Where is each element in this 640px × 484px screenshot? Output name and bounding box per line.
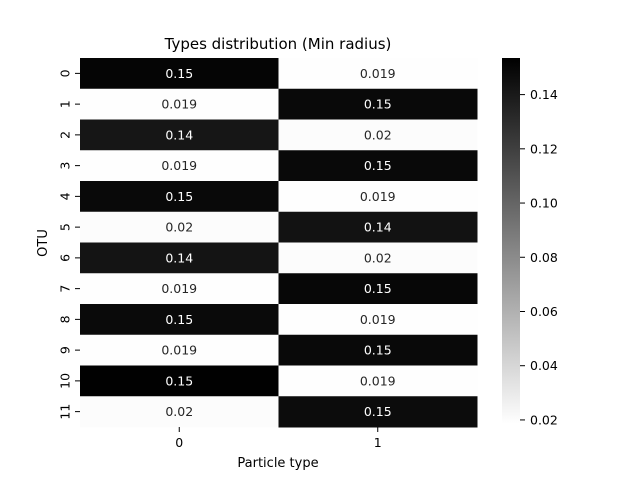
cell-annotation: 0.019 [360,373,396,388]
y-tick-label: 0 [57,69,72,77]
heatmap-cell [80,150,279,182]
cell-annotation: 0.02 [165,220,193,235]
y-axis-label: OTU [36,229,51,257]
y-tick-label: 7 [57,285,72,293]
colorbar-gradient [502,58,520,424]
colorbar-tick-label: 0.08 [530,250,558,265]
cell-annotation: 0.15 [364,281,392,296]
cell-annotation: 0.15 [364,97,392,112]
heatmap-cell [278,119,478,151]
heatmap-cell [278,211,478,243]
heatmap-cell [80,273,279,305]
colorbar-tick-label: 0.06 [530,304,558,319]
colorbar-tick-label: 0.12 [530,141,558,156]
cell-annotation: 0.15 [364,158,392,173]
cell-annotation: 0.02 [364,127,392,142]
cell-annotation: 0.15 [364,343,392,358]
colorbar-tick-label: 0.02 [530,412,558,427]
heatmap-cell [278,88,478,120]
x-tick-label: 1 [374,435,382,450]
heatmap-cell [278,334,478,366]
cell-annotation: 0.019 [161,343,197,358]
cell-annotation: 0.02 [364,250,392,265]
y-axis: 0 1 2 3 4 5 6 7 8 9 10 11 [57,69,80,420]
chart-title: Types distribution (Min radius) [164,35,392,53]
y-tick-label: 4 [57,192,72,200]
heatmap-cell [278,181,478,213]
cell-annotation: 0.14 [364,220,392,235]
heatmap-cell [80,58,279,90]
heatmap-cell [278,58,478,90]
heatmap-cell [80,304,279,336]
y-tick-label: 3 [57,162,72,170]
heatmap-cell [278,242,478,274]
cell-annotations: 0.15 0.019 0.019 0.15 0.14 0.02 0.019 0.15 0.15 0… [161,66,395,419]
colorbar-tick-label: 0.04 [530,358,558,373]
heatmap-cell [278,396,478,428]
cell-annotation: 0.14 [165,127,193,142]
y-tick-label: 6 [57,254,72,262]
heatmap-cell [80,242,279,274]
colorbar-tick-label: 0.14 [530,87,558,102]
cell-annotation: 0.14 [165,250,193,265]
heatmap-cell [80,396,279,428]
heatmap-cell [80,119,279,151]
cell-annotation: 0.15 [165,189,193,204]
cell-annotation: 0.019 [161,97,197,112]
heatmap-cell [80,88,279,120]
y-tick-label: 9 [57,346,72,354]
x-tick-label: 0 [175,435,183,450]
y-tick-label: 10 [57,373,72,389]
y-tick-label: 8 [57,315,72,323]
heatmap-cell [278,273,478,305]
heatmap-cell [80,211,279,243]
colorbar: 0.02 0.04 0.06 0.08 0.10 0.12 0.14 [502,58,558,427]
heatmap-cells [80,58,478,428]
heatmap-cell [80,181,279,213]
cell-annotation: 0.02 [165,404,193,419]
colorbar-tick-label: 0.10 [530,196,558,211]
heatmap-cell [278,150,478,182]
cell-annotation: 0.019 [161,158,197,173]
heatmap-cell [80,334,279,366]
cell-annotation: 0.15 [165,66,193,81]
heatmap-cell [80,365,279,397]
cell-annotation: 0.15 [165,373,193,388]
cell-annotation: 0.019 [360,66,396,81]
x-axis-label: Particle type [237,456,318,471]
cell-annotation: 0.15 [364,404,392,419]
y-tick-label: 1 [57,100,72,108]
y-tick-label: 11 [57,404,72,420]
cell-annotation: 0.019 [161,281,197,296]
cell-annotation: 0.15 [165,312,193,327]
y-tick-label: 2 [57,131,72,139]
heatmap-cell [278,304,478,336]
y-tick-label: 5 [57,223,72,231]
cell-annotation: 0.019 [360,189,396,204]
cell-annotation: 0.019 [360,312,396,327]
heatmap-cell [278,365,478,397]
